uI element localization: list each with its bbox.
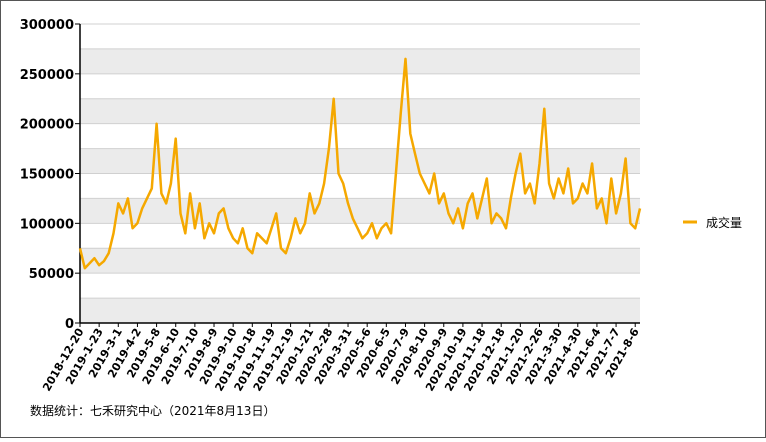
band <box>80 298 640 323</box>
series-line <box>78 57 642 270</box>
band <box>80 98 640 124</box>
y-tick-label: 250000 <box>20 68 74 83</box>
y-tick-label: 150000 <box>20 168 74 183</box>
y-tick-label: 200000 <box>20 118 74 133</box>
band <box>80 198 640 224</box>
legend-label: 成交量 <box>706 215 742 230</box>
band <box>80 148 640 174</box>
y-tick-label: 0 <box>65 317 74 332</box>
y-tick-label: 100000 <box>20 217 74 232</box>
band <box>80 248 640 274</box>
source: 数据统计：七禾研究中心（2021年8月13日） <box>30 403 275 418</box>
band <box>80 48 640 74</box>
y-tick-label: 300000 <box>20 18 74 33</box>
y-tick-label: 50000 <box>29 267 74 282</box>
